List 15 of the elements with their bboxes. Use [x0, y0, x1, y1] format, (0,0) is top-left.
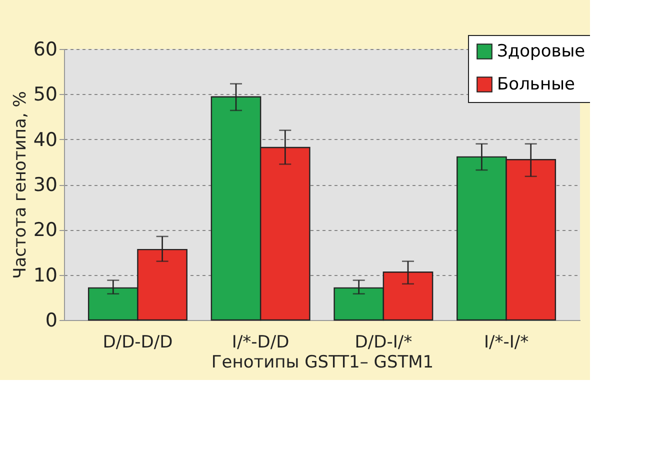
- y-tick-label: 50: [33, 84, 58, 106]
- x-axis-title: Генотипы GSTT1– GSTM1: [211, 352, 434, 372]
- y-tick-label: 60: [33, 38, 58, 60]
- y-tick-label: 10: [33, 264, 58, 286]
- x-tick-label: D/D-I/*: [354, 332, 412, 352]
- y-tick-label: 40: [33, 128, 58, 151]
- y-tick-label: 30: [33, 174, 58, 196]
- y-axis-title: Частота генотипа, %: [10, 91, 30, 279]
- x-tick-label: I/*-I/*: [484, 332, 529, 352]
- legend-label: Больные: [497, 74, 575, 94]
- y-tick-label: 20: [33, 219, 58, 242]
- y-tick-label: 0: [45, 310, 58, 332]
- legend-label: Здоровые: [497, 42, 586, 62]
- x-tick-label: I/*-D/D: [232, 332, 290, 352]
- x-tick-label: D/D-D/D: [102, 332, 173, 352]
